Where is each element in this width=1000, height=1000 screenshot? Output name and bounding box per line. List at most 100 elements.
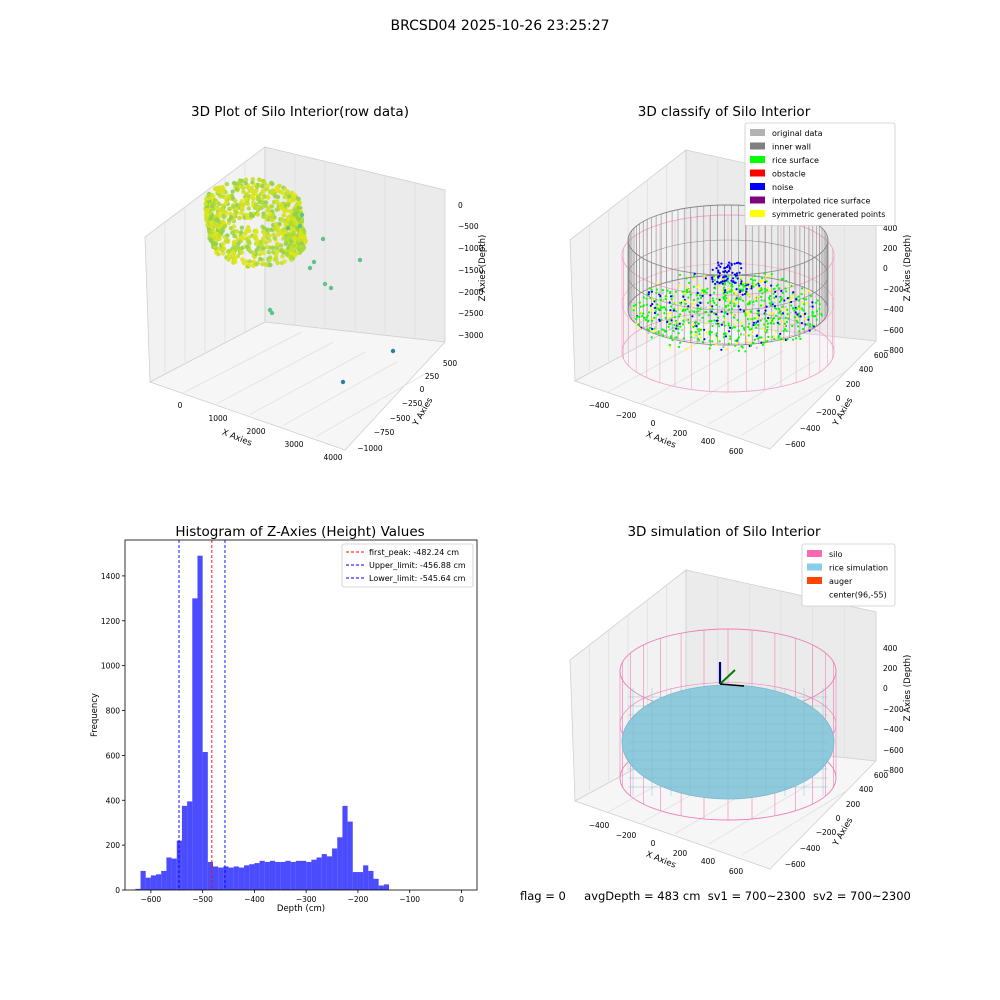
classify-point [748,322,751,325]
noise-point [736,277,739,280]
classify-point [677,332,680,335]
noise-point [726,277,729,280]
classify-point [755,283,758,286]
histogram-bar [166,857,172,890]
noise-point [715,267,718,270]
classify-point [656,307,659,310]
classify-point [752,321,756,324]
raw-point [291,197,296,203]
classify-point [650,306,653,309]
z-tick-label: 0 [458,201,463,210]
classify-point [688,281,691,284]
raw-point [217,233,222,239]
classify-point [797,299,800,302]
classify-point [753,323,756,326]
histogram-bar [373,878,379,890]
noise-point [735,262,739,265]
histogram-bar [264,861,270,890]
noise-point [739,282,743,285]
classify-point [718,285,721,288]
classify-point [732,314,736,317]
classify-point [742,288,745,291]
raw-point [234,202,240,208]
simulation-legend-swatch [807,550,822,557]
classify-point [723,318,726,321]
z-tick-label: −2500 [458,309,484,318]
classify-point [692,277,695,281]
classify-plot-title: 3D classify of Silo Interior [637,104,811,120]
classify-point [751,335,755,338]
classify-point [769,295,772,298]
raw-point [273,221,279,227]
classify-point [778,323,781,326]
classify-point [676,321,680,324]
classify-point [733,323,736,326]
histogram-bar [192,598,198,890]
classify-point [704,277,707,280]
classify-point [750,285,753,288]
raw-outlier-point [297,223,303,229]
classify-point [687,296,690,299]
classify-point [687,305,690,308]
classify-point [655,291,658,294]
histogram-legend-label: first_peak: -482.24 cm [369,548,459,557]
classify-point [768,298,771,301]
classify-point [668,328,672,331]
y-tick-label: 1000 [101,662,120,671]
classify-point [767,316,770,320]
raw-point [222,224,227,229]
classify-point [735,288,738,291]
classify-point [771,318,774,321]
histogram-bar [207,861,213,890]
raw-point [282,259,287,264]
histogram-bar [378,885,384,890]
classify-point [688,290,691,293]
noise-point [723,270,726,274]
classify-point [747,294,750,297]
raw-point [230,230,235,235]
classify-point [650,288,653,291]
classify-point [750,344,753,347]
classify-point [802,309,805,312]
classify-point [785,290,788,293]
classify-point [642,296,645,299]
classify-legend-swatch [750,183,765,190]
raw-point [219,206,224,212]
classify-point [732,305,736,308]
classify-point [690,300,693,304]
classify-point [735,298,738,301]
classify-point [786,313,789,316]
raw-point [254,230,259,235]
classify-point [696,337,700,340]
classify-point [765,305,768,308]
x-tick-label: 600 [729,867,744,876]
raw-point [275,232,281,237]
classify-point [689,293,692,296]
classify-point [713,279,716,282]
classify-legend-label: original data [772,129,823,138]
raw-point [267,233,272,239]
classify-point [682,319,685,322]
classify-point [733,326,737,329]
classify-point [679,325,682,328]
classify-point [815,310,819,313]
classify-point [758,288,761,291]
classify-point [715,313,718,316]
classify-point [692,302,696,306]
classify-point [768,274,771,277]
raw-point [230,189,235,194]
raw-point [268,262,273,268]
classify-point [703,275,706,278]
classify-point [672,309,676,312]
raw-point [245,201,250,206]
classify-point [670,298,673,301]
classify-point [727,298,730,301]
classify-point [713,284,717,288]
classify-point [646,314,649,317]
raw-point [278,243,284,248]
histogram-bar [197,555,203,890]
classify-point [663,312,666,315]
histogram-bar [161,870,167,890]
classify-point [708,320,711,323]
classify-point [784,316,787,319]
